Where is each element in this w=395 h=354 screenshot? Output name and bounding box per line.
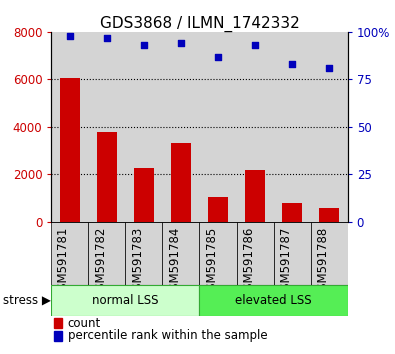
Text: GSM591785: GSM591785 (205, 227, 218, 298)
Bar (51, 222, 88, 285)
Point (141, 42, 147, 48)
Bar (51, 285, 199, 315)
Bar (60, 78, 80, 222)
Text: GSM591781: GSM591781 (57, 227, 70, 298)
Bar (88, 222, 126, 285)
Point (252, 42, 258, 48)
Bar (97, 132, 117, 222)
Bar (126, 222, 162, 285)
Bar (199, 32, 237, 222)
Point (178, 40, 184, 46)
Text: normal LSS: normal LSS (92, 294, 159, 307)
Title: GDS3868 / ILMN_1742332: GDS3868 / ILMN_1742332 (100, 16, 299, 32)
Text: GSM591784: GSM591784 (168, 227, 181, 298)
Bar (245, 170, 265, 222)
Point (215, 54, 221, 59)
Bar (310, 222, 348, 285)
Bar (88, 32, 126, 222)
Text: GSM591782: GSM591782 (94, 227, 107, 298)
Text: GSM591786: GSM591786 (242, 227, 255, 298)
Text: elevated LSS: elevated LSS (235, 294, 312, 307)
Bar (282, 203, 302, 222)
Bar (134, 169, 154, 222)
Bar (274, 222, 310, 285)
Bar (274, 32, 310, 222)
Bar (199, 222, 237, 285)
Text: GSM591783: GSM591783 (131, 227, 144, 298)
Bar (162, 222, 199, 285)
Bar (199, 285, 348, 315)
Bar (237, 222, 274, 285)
Text: stress ▶: stress ▶ (4, 294, 51, 307)
Text: GSM591788: GSM591788 (316, 227, 329, 298)
Point (289, 61, 295, 67)
Point (67, 33, 73, 39)
Bar (310, 32, 348, 222)
Bar (126, 32, 162, 222)
Text: GSM591787: GSM591787 (279, 227, 292, 298)
Bar (319, 207, 339, 222)
Bar (208, 197, 228, 222)
Bar (162, 32, 199, 222)
Bar (55, 331, 62, 341)
Point (326, 65, 332, 71)
Bar (51, 32, 88, 222)
Text: percentile rank within the sample: percentile rank within the sample (68, 329, 267, 342)
Bar (171, 143, 191, 222)
Bar (237, 32, 274, 222)
Text: count: count (68, 316, 101, 330)
Point (104, 35, 110, 40)
Bar (55, 318, 62, 328)
